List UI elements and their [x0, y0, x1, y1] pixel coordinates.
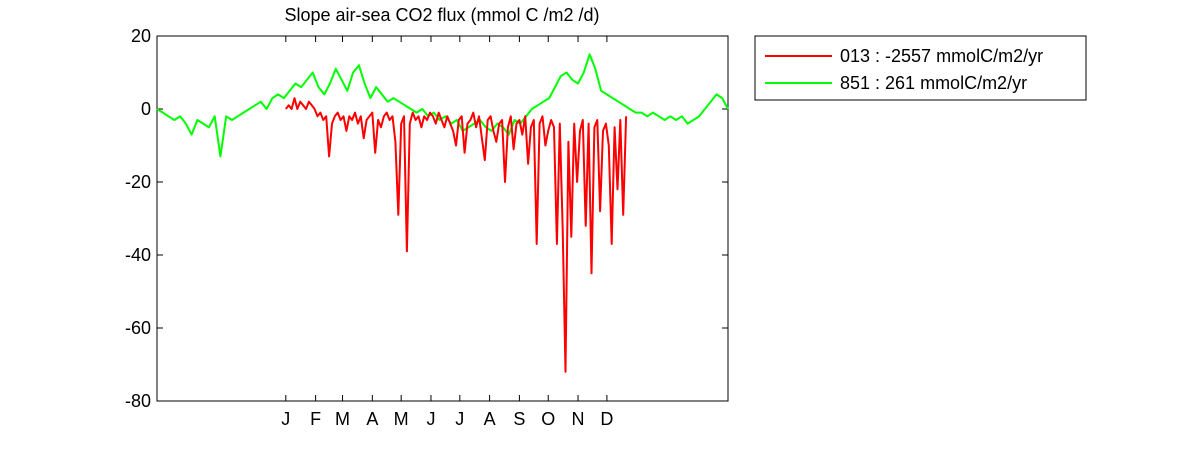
- x-tick-label-6: J: [455, 409, 464, 429]
- x-tick-label-2: M: [335, 409, 350, 429]
- series-line-1: [156, 53, 729, 158]
- x-tick-label-9: O: [541, 409, 555, 429]
- legend: 013 : -2557 mmolC/m2/yr 851 : 261 mmolC/…: [754, 35, 1087, 101]
- x-tick-label-3: A: [366, 409, 378, 429]
- legend-entry-1: 851 : 261 mmolC/m2/yr: [840, 73, 1027, 93]
- x-tick-label-5: J: [426, 409, 435, 429]
- legend-entry-0: 013 : -2557 mmolC/m2/yr: [840, 46, 1043, 66]
- x-tick-label-11: D: [600, 409, 613, 429]
- y-tick-label-5: -80: [125, 391, 151, 411]
- y-tick-label-2: -20: [125, 172, 151, 192]
- y-axis: 20 0 -20 -40 -60 -80: [125, 26, 728, 411]
- series-line-0: [285, 97, 628, 373]
- y-tick-label-0: 20: [131, 26, 151, 46]
- x-tick-label-1: F: [310, 409, 321, 429]
- chart-title: Slope air-sea CO2 flux (mmol C /m2 /d): [284, 5, 599, 25]
- plot-area: [156, 35, 729, 402]
- y-tick-label-4: -60: [125, 318, 151, 338]
- x-tick-label-10: N: [572, 409, 585, 429]
- series-layer: [156, 53, 729, 373]
- x-tick-label-0: J: [281, 409, 290, 429]
- x-tick-label-7: A: [484, 409, 496, 429]
- x-tick-label-4: M: [394, 409, 409, 429]
- y-tick-label-1: 0: [141, 99, 151, 119]
- x-tick-label-8: S: [513, 409, 525, 429]
- y-tick-label-3: -40: [125, 245, 151, 265]
- legend-box: [754, 35, 1087, 101]
